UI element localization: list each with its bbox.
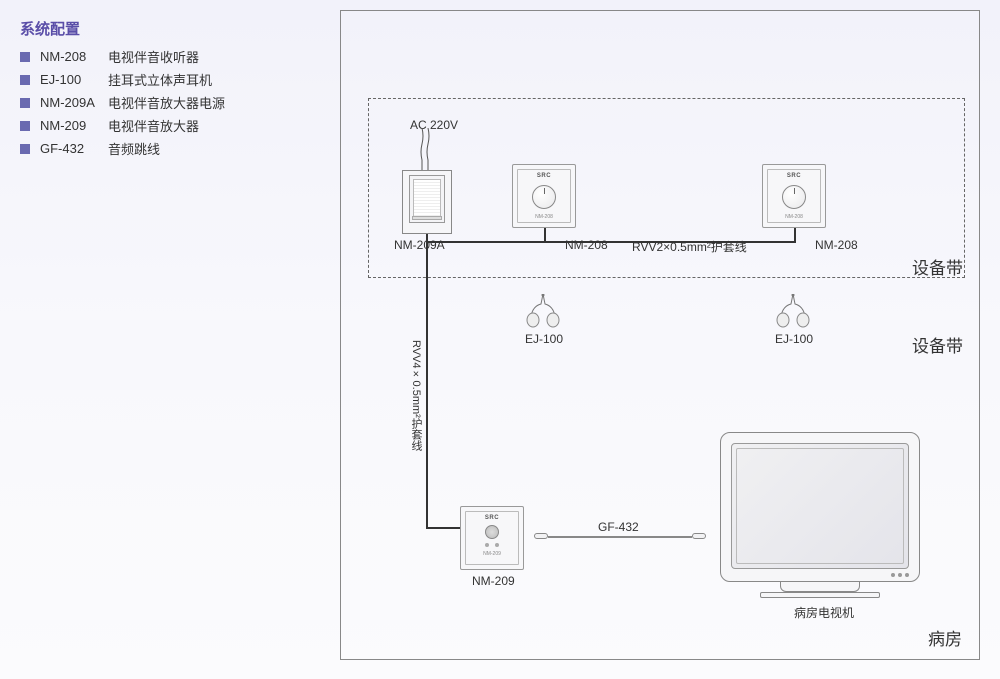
legend-desc: 音频跳线	[108, 139, 160, 158]
bullet-icon	[20, 98, 30, 108]
riser-wire	[544, 228, 546, 243]
legend-desc: 电视伴音放大器	[108, 116, 199, 135]
vertical-wire	[426, 241, 428, 527]
brand-label: SRC	[787, 173, 801, 179]
stub-wire	[426, 527, 460, 529]
model-tiny: NM-208	[535, 214, 553, 220]
legend-item: EJ-100 挂耳式立体声耳机	[20, 70, 320, 89]
brand-label: SRC	[537, 173, 551, 179]
legend-item: NM-208 电视伴音收听器	[20, 47, 320, 66]
legend-code: EJ-100	[40, 72, 108, 87]
legend-item: GF-432 音频跳线	[20, 139, 320, 158]
bullet-icon	[20, 52, 30, 62]
legend-item: NM-209 电视伴音放大器	[20, 116, 320, 135]
legend-desc: 电视伴音放大器电源	[108, 93, 225, 112]
legend-code: GF-432	[40, 141, 108, 156]
ej100-left-label: EJ-100	[525, 332, 563, 346]
tv-device	[720, 432, 920, 598]
horizontal-wire	[426, 241, 796, 243]
model-tiny: NM-208	[785, 214, 803, 220]
audio-plug-left-icon	[534, 533, 548, 539]
bullet-icon	[20, 144, 30, 154]
nm208-right-label: NM-208	[815, 238, 858, 252]
knob-icon	[532, 185, 556, 209]
legend-code: NM-209A	[40, 95, 108, 110]
ej100-earphone-right	[773, 294, 813, 330]
legend-desc: 挂耳式立体声耳机	[108, 70, 212, 89]
ej100-earphone-left	[523, 294, 563, 330]
equipment-band-label-top: 设备带	[912, 254, 963, 279]
model-tiny: NM-209	[483, 551, 501, 557]
power-wire-icon	[418, 128, 434, 172]
legend-panel: 系统配置 NM-208 电视伴音收听器 EJ-100 挂耳式立体声耳机 NM-2…	[20, 18, 320, 162]
brand-label: SRC	[485, 515, 499, 521]
audio-port-icon	[485, 525, 499, 539]
nm209-label: NM-209	[472, 574, 515, 588]
room-label: 病房	[928, 625, 962, 650]
bullet-icon	[20, 121, 30, 131]
equipment-band-label-mid: 设备带	[912, 332, 963, 357]
legend-code: NM-208	[40, 49, 108, 64]
legend-code: NM-209	[40, 118, 108, 133]
bullet-icon	[20, 75, 30, 85]
legend-desc: 电视伴音收听器	[108, 47, 199, 66]
legend-item: NM-209A 电视伴音放大器电源	[20, 93, 320, 112]
riser-wire	[794, 228, 796, 243]
gf432-label: GF-432	[598, 520, 639, 534]
ej100-right-label: EJ-100	[775, 332, 813, 346]
nm208-device-right: SRC NM-208	[762, 164, 826, 228]
tv-label: 病房电视机	[794, 604, 854, 621]
audio-plug-right-icon	[692, 533, 706, 539]
rvv4-cable-label: RVV4×0.5mm²护套线	[408, 340, 424, 451]
nm209a-device	[402, 170, 452, 234]
nm208-device-left: SRC NM-208	[512, 164, 576, 228]
nm209-device: SRC NM-209	[460, 506, 524, 570]
knob-icon	[782, 185, 806, 209]
gf432-cable	[548, 536, 692, 538]
legend-title: 系统配置	[20, 18, 320, 39]
